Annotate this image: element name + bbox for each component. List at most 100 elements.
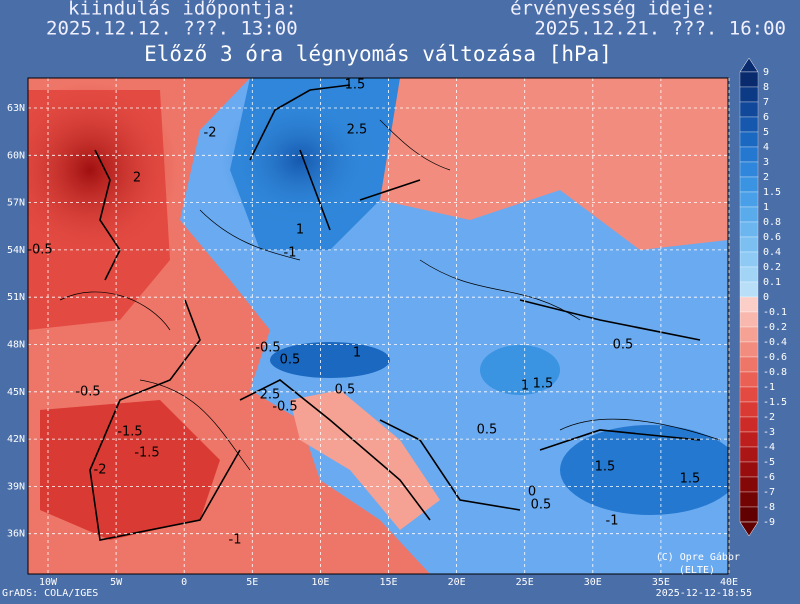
lat-label: 42N	[7, 434, 25, 445]
colorbar-swatch	[739, 446, 759, 463]
colorbar-label: 0	[763, 292, 769, 303]
field-high-scandinavia	[220, 90, 380, 230]
colorbar-label: -1.5	[763, 397, 787, 408]
lon-label: 5E	[246, 577, 258, 588]
lat-label: 45N	[7, 387, 25, 398]
lat-label: 39N	[7, 481, 25, 492]
field-negative-iberia	[40, 400, 220, 540]
colorbar-swatch	[739, 146, 759, 163]
colorbar-label: -0.1	[763, 307, 787, 318]
contour-label: 2.5	[260, 388, 281, 403]
colorbar-label: 1	[763, 202, 769, 213]
colorbar-arrow-top	[739, 57, 759, 73]
lon-label: 25E	[516, 577, 534, 588]
institution: (ELTE)	[679, 565, 715, 576]
colorbar-label: -5	[763, 457, 775, 468]
colorbar-label: 0.4	[763, 247, 781, 258]
lat-label: 63N	[7, 103, 25, 114]
colorbar-label: -0.8	[763, 367, 787, 378]
colorbar-label: 6	[763, 112, 769, 123]
run-time: 2025.12.12. ???. 13:00	[46, 18, 298, 40]
contour-label: 1	[521, 379, 529, 394]
colorbar-label: -7	[763, 487, 775, 498]
lat-label: 48N	[7, 340, 25, 351]
contour-label: -2	[94, 463, 107, 478]
contour-label: -0.5	[255, 341, 280, 356]
colorbar-swatch	[739, 506, 759, 523]
colorbar-label: 0.8	[763, 217, 781, 228]
colorbar-label: -3	[763, 427, 775, 438]
colorbar-label: 0.1	[763, 277, 781, 288]
contour-label: -0.5	[272, 400, 297, 415]
valid-label: érvényesség ideje:	[510, 0, 716, 20]
colorbar-swatch	[739, 116, 759, 133]
colorbar-label: -0.2	[763, 322, 787, 333]
lon-label: 0	[181, 577, 187, 588]
contour-labels: -2 -1.5 -0.5 -1 -2 -1.5 -0.5 -1 -0.5 2 1.5 2.5 0.5 0.…	[27, 78, 700, 548]
colorbar-swatch	[739, 86, 759, 103]
colorbar-label: -2	[763, 412, 775, 423]
colorbar-arrow-bottom	[739, 521, 759, 537]
contour-label: 1.5	[533, 377, 554, 392]
map-title: Előző 3 óra légnyomás változása [hPa]	[144, 42, 612, 66]
colorbar-swatch	[739, 326, 759, 343]
colorbar-swatch	[739, 416, 759, 433]
software-credit: GrADS: COLA/IGES	[2, 588, 98, 599]
colorbar-label: 5	[763, 127, 769, 138]
contour-label: 1.5	[595, 460, 616, 475]
colorbar-swatch	[739, 71, 759, 88]
field-low-britain	[28, 80, 180, 260]
valid-time: 2025.12.21. ???. 16:00	[534, 18, 786, 40]
colorbar-label: -8	[763, 502, 775, 513]
contour-label: 1.5	[345, 78, 366, 93]
contour-label: 0.5	[280, 353, 301, 368]
colorbar-swatch	[739, 341, 759, 358]
colorbar-swatch	[739, 131, 759, 148]
colorbar-swatch	[739, 176, 759, 193]
lon-label: 10W	[39, 577, 58, 588]
colorbar-swatch	[739, 491, 759, 508]
lon-label: 15E	[379, 577, 397, 588]
contour-label: -0.5	[27, 243, 52, 258]
contour-label: 1	[296, 223, 304, 238]
lon-label: 20E	[448, 577, 466, 588]
colorbar-label: -4	[763, 442, 775, 453]
map-frame	[27, 77, 729, 575]
colorbar-label: 1.5	[763, 187, 781, 198]
contour-label: 0.5	[613, 338, 634, 353]
colorbar-swatch	[739, 236, 759, 253]
colorbar-label: 0.2	[763, 262, 781, 273]
colorbar-label: -0.4	[763, 337, 787, 348]
contour-label: -1	[284, 246, 297, 261]
colorbar-label: 4	[763, 142, 769, 153]
field-alps	[270, 342, 390, 378]
contour-label: -2	[204, 126, 217, 141]
colorbar-label: 2	[763, 172, 769, 183]
lon-label: 30E	[584, 577, 602, 588]
colorbar-label: -9	[763, 517, 775, 528]
colorbar-swatch	[739, 356, 759, 373]
colorbar-label: 9	[763, 67, 769, 78]
colorbar-swatch	[739, 281, 759, 298]
author-credit: (C) Opre Gábor	[656, 551, 740, 563]
map-field	[28, 78, 728, 574]
colorbar-swatch	[739, 266, 759, 283]
lat-label: 60N	[7, 150, 25, 161]
contour-label: 2.5	[347, 123, 368, 138]
colorbar-swatch	[739, 476, 759, 493]
colorbar-swatch	[739, 311, 759, 328]
run-label: kiindulás időpontja:	[68, 0, 297, 20]
contour-label: 0	[528, 485, 536, 500]
colorbar-swatch	[739, 191, 759, 208]
colorbar-swatch	[739, 221, 759, 238]
colorbar-swatch	[739, 371, 759, 388]
lon-label: 35E	[652, 577, 670, 588]
colorbar-swatch	[739, 251, 759, 268]
contour-lines	[59, 119, 721, 471]
lon-label: 5W	[110, 577, 123, 588]
contour-label: 2	[133, 171, 141, 186]
colorbar-label: 7	[763, 97, 769, 108]
colorbar-swatch	[739, 101, 759, 118]
